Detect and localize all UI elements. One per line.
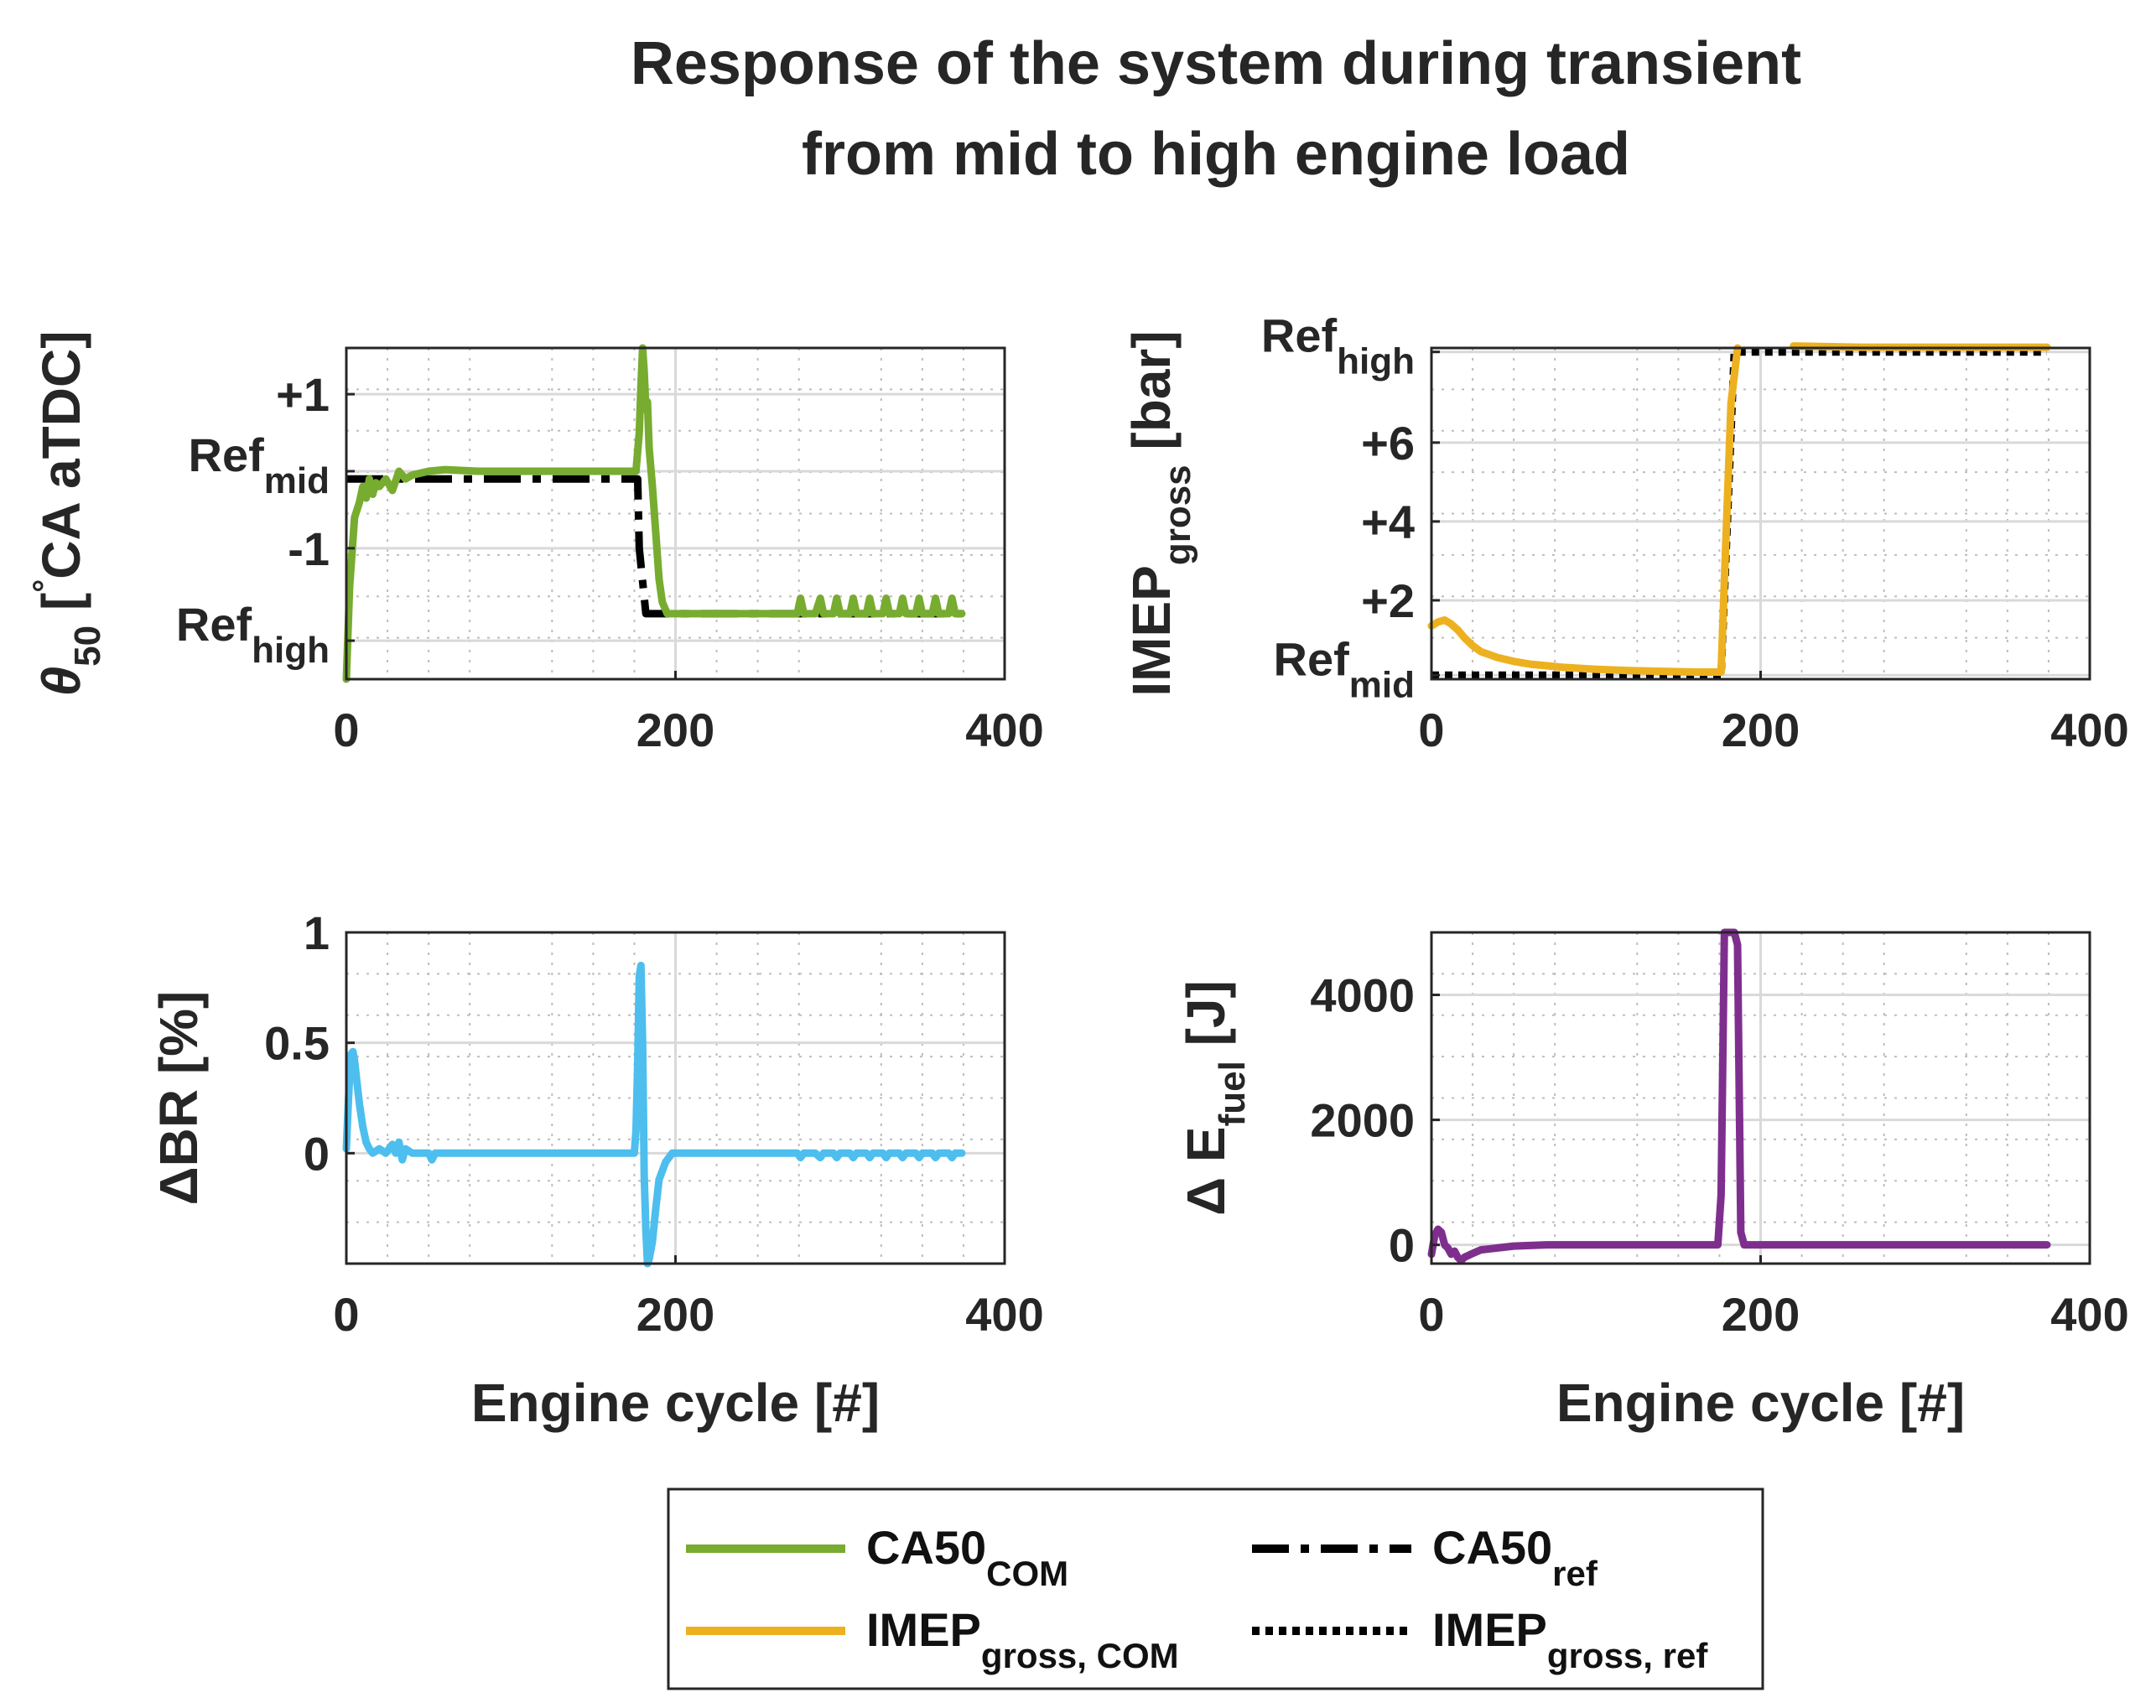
y-label-part: [ xyxy=(31,593,91,626)
y-label-subscript: gross xyxy=(1157,465,1198,565)
legend-label-subscript: gross, COM xyxy=(981,1636,1179,1675)
y-tick-label-main: 1 xyxy=(304,906,330,959)
legend-label-subscript: gross, ref xyxy=(1547,1636,1708,1675)
legend-label-main: CA50 xyxy=(1432,1521,1552,1574)
y-tick-label: Refmid xyxy=(1274,632,1415,705)
legend-label: CA50COM xyxy=(866,1521,1068,1593)
y-label-part: CA aTDC] xyxy=(31,330,91,579)
legend-label-subscript: COM xyxy=(986,1554,1068,1593)
legend-label: IMEPgross, COM xyxy=(866,1603,1179,1675)
y-tick-label: +4 xyxy=(1361,496,1415,548)
legend-label: CA50ref xyxy=(1432,1521,1598,1593)
y-tick-label: -1 xyxy=(288,522,330,575)
y-tick-label: Refhigh xyxy=(176,598,330,671)
y-axis-label: Δ Efuel [J] xyxy=(1176,980,1253,1216)
legend-label: IMEPgross, ref xyxy=(1432,1603,1708,1675)
y-tick-label: +1 xyxy=(276,368,330,421)
figure-title-line-2: from mid to high engine load xyxy=(802,121,1630,188)
y-tick-label: 4000 xyxy=(1310,969,1415,1022)
y-tick-label-main: +2 xyxy=(1361,574,1415,627)
y-tick-label-main: Ref xyxy=(1274,632,1350,685)
y-tick-label: +2 xyxy=(1361,574,1415,627)
y-label-part: [J] xyxy=(1176,980,1236,1061)
x-tick-label: 200 xyxy=(1722,703,1800,756)
y-tick-label: 0 xyxy=(304,1127,330,1180)
y-tick-label-main: +1 xyxy=(276,368,330,421)
x-axis-label: Engine cycle [#] xyxy=(1556,1373,1965,1433)
y-tick-label-main: Ref xyxy=(176,598,252,651)
y-tick-label-subscript: high xyxy=(252,630,330,671)
y-label-delta: Δ xyxy=(1176,1177,1236,1216)
legend-label-main: CA50 xyxy=(866,1521,986,1574)
y-label-part: E xyxy=(1176,1126,1236,1162)
y-tick-label-main: Ref xyxy=(189,428,265,481)
y-tick-label-main: +6 xyxy=(1361,417,1415,470)
y-tick-label: +6 xyxy=(1361,417,1415,470)
series-line-imep-gross-ref xyxy=(1431,348,2047,679)
y-tick-label: 0.5 xyxy=(264,1017,330,1070)
y-tick-label-subscript: high xyxy=(1337,341,1415,382)
y-tick-label-main: 0 xyxy=(1389,1219,1415,1272)
delta-br-panel: 0 200 400 0 0.5 1 Engine cycle [#] ΔBR [%] xyxy=(148,906,1044,1433)
y-axis-label: θ50 [°CA aTDC] xyxy=(27,330,108,696)
series-group xyxy=(342,962,966,1268)
y-label-part: [bar] xyxy=(1121,330,1182,465)
y-label-part: BR [%] xyxy=(148,991,209,1167)
x-tick-label: 400 xyxy=(965,1288,1043,1341)
y-label-delta: Δ xyxy=(148,1166,209,1205)
x-tick-label: 400 xyxy=(2050,703,2128,756)
series-line-imep-gross-com xyxy=(1427,344,1742,676)
x-tick-label: 0 xyxy=(333,703,359,756)
x-tick-label: 200 xyxy=(636,1288,714,1341)
x-tick-label: 200 xyxy=(1722,1288,1800,1341)
x-tick-label: 0 xyxy=(1418,1288,1444,1341)
series-line-dbr xyxy=(342,962,966,1268)
y-label-symbol: θ xyxy=(31,667,91,697)
legend-label-main: IMEP xyxy=(866,1603,981,1656)
y-tick-label: 2000 xyxy=(1310,1094,1415,1147)
y-tick-label: 1 xyxy=(304,906,330,959)
y-tick-label-main: +4 xyxy=(1361,496,1415,548)
y-tick-label: Refhigh xyxy=(1261,309,1415,382)
x-tick-label: 0 xyxy=(1418,703,1444,756)
x-tick-label: 0 xyxy=(333,1288,359,1341)
x-tick-label: 200 xyxy=(636,703,714,756)
y-tick-label-main: 2000 xyxy=(1310,1094,1415,1147)
legend-box xyxy=(667,1487,1764,1690)
y-tick-label: Refmid xyxy=(189,428,330,501)
legend-label-main: IMEP xyxy=(1432,1603,1547,1656)
y-tick-label-main: 4000 xyxy=(1310,969,1415,1022)
y-label-space xyxy=(1176,1162,1236,1177)
x-tick-label: 400 xyxy=(2050,1288,2128,1341)
x-axis-label: Engine cycle [#] xyxy=(471,1373,880,1433)
y-tick-label-main: Ref xyxy=(1261,309,1338,362)
y-tick-label-subscript: mid xyxy=(264,460,330,501)
y-tick-label-main: 0.5 xyxy=(264,1017,330,1070)
figure-title-line-1: Response of the system during transient xyxy=(631,30,1801,97)
y-label-subscript: 50 xyxy=(67,626,108,667)
y-tick-label-main: 0 xyxy=(304,1127,330,1180)
series-line-ca50-com xyxy=(342,344,966,683)
legend-label-subscript: ref xyxy=(1552,1554,1598,1593)
y-axis-label: IMEPgross [bar] xyxy=(1121,330,1198,696)
y-tick-label-main: -1 xyxy=(288,522,330,575)
series-group xyxy=(1427,928,2051,1264)
y-label-subscript: fuel xyxy=(1212,1061,1253,1126)
series-line-de-fuel xyxy=(1427,928,2051,1264)
y-label-part: IMEP xyxy=(1121,565,1182,696)
y-tick-label: 0 xyxy=(1389,1219,1415,1272)
x-tick-label: 400 xyxy=(965,703,1043,756)
series-group xyxy=(342,344,966,683)
y-label-superscript: ° xyxy=(27,579,64,593)
y-tick-label-subscript: mid xyxy=(1349,664,1415,705)
y-axis-label: ΔBR [%] xyxy=(148,991,209,1206)
